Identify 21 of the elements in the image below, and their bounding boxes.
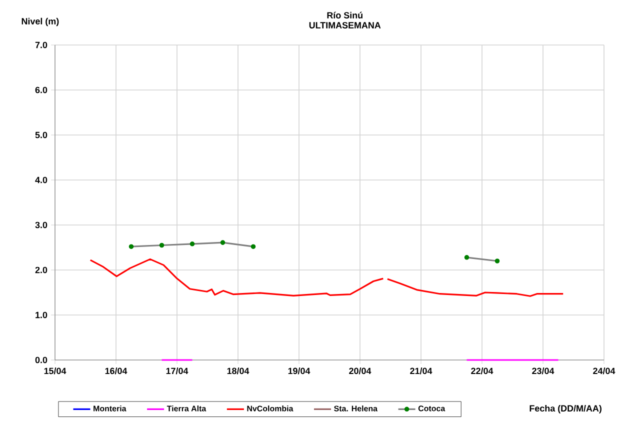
y-axis-title: Nivel (m): [22, 18, 59, 26]
x-tick-label: 24/04: [593, 368, 616, 374]
x-tick-label: 16/04: [105, 368, 128, 374]
y-tick-label: 3.0: [35, 222, 48, 228]
x-tick-label: 23/04: [532, 368, 554, 374]
x-tick-label: 22/04: [471, 368, 494, 374]
x-tick-label: 17/04: [166, 368, 188, 374]
y-tick-label: 6.0: [35, 86, 48, 94]
y-tick-label: 4.0: [35, 176, 48, 184]
x-tick-label: 15/04: [44, 368, 66, 374]
x-axis-title: Fecha (DD/M/AA): [530, 404, 602, 414]
x-tick-label: 21/04: [410, 368, 432, 374]
y-tick-label: 2.0: [35, 266, 48, 274]
y-tick-label: 0.0: [35, 356, 48, 364]
chart-title: Río Sinú ULTIMASEMANA: [309, 12, 381, 28]
x-tick-label: 20/04: [349, 368, 372, 374]
y-tick-label: 1.0: [36, 312, 48, 318]
x-tick-label: 18/04: [227, 368, 250, 374]
x-tick-label: 19/04: [288, 368, 310, 374]
y-tick-label: 7.0: [35, 42, 48, 48]
y-tick-label: 5.0: [35, 132, 48, 138]
